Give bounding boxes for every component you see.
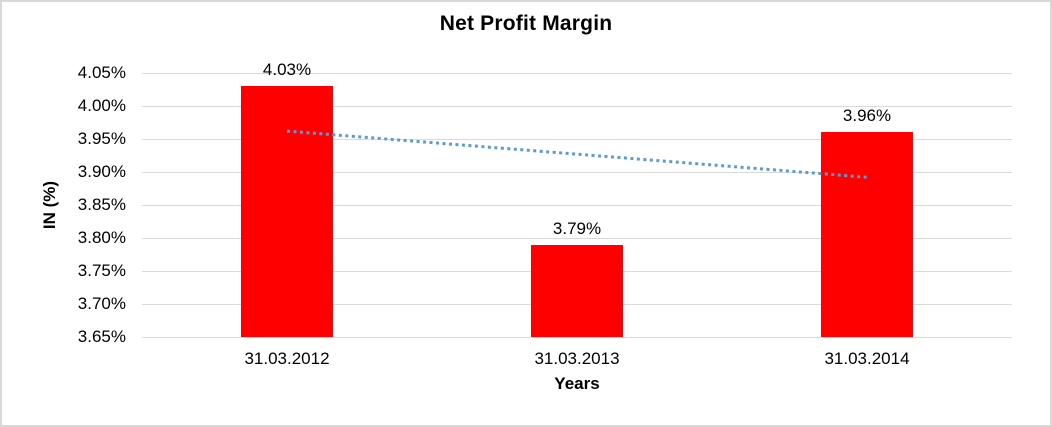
bar (241, 86, 333, 337)
bar-value-label: 3.79% (552, 218, 602, 238)
gridline (142, 204, 1012, 206)
y-tick-label: 3.70% (77, 294, 126, 313)
y-tick-label: 3.75% (77, 261, 126, 280)
x-tick-label: 31.03.2012 (244, 349, 330, 368)
y-tick-label: 3.85% (77, 195, 126, 214)
chart-title: Net Profit Margin (439, 12, 613, 35)
gridline (142, 237, 1012, 239)
gridline (142, 72, 1012, 74)
bar-value-label: 4.03% (262, 60, 312, 80)
x-tick-label: 31.03.2014 (824, 349, 910, 368)
gridline (142, 105, 1012, 107)
x-tick-label: 31.03.2013 (534, 349, 620, 368)
bar (821, 132, 913, 337)
x-axis-title: Years (554, 374, 600, 393)
y-tick-label: 4.05% (77, 63, 126, 82)
y-tick-label: 3.95% (77, 129, 126, 148)
bar-value-label: 3.96% (842, 106, 892, 126)
y-tick-label: 3.65% (77, 327, 126, 346)
y-tick-label: 4.00% (77, 96, 126, 115)
y-tick-label: 3.90% (77, 162, 126, 181)
gridline (142, 336, 1012, 338)
y-tick-label: 3.80% (77, 228, 126, 247)
bar (531, 244, 623, 337)
